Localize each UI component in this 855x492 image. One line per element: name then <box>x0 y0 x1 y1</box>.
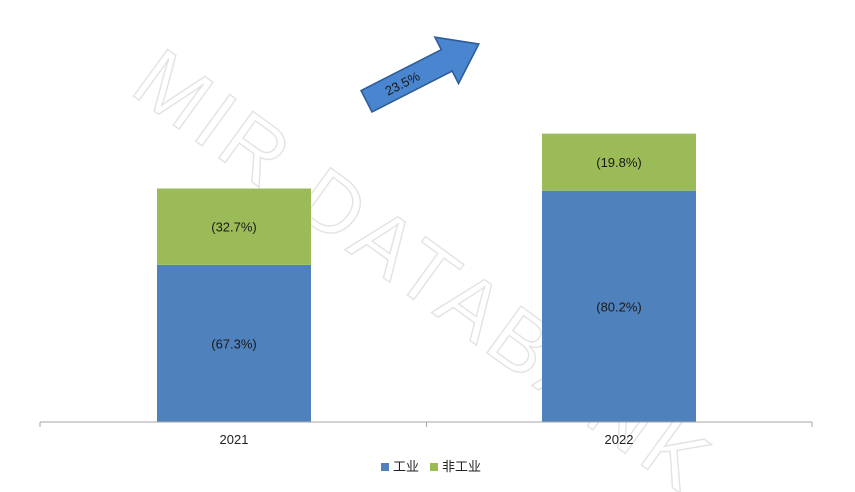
x-tick-label-2022: 2022 <box>605 432 634 447</box>
x-axis-tick-labels: 2021 2022 <box>220 432 634 447</box>
data-label-industrial-2021: (67.3%) <box>211 336 257 351</box>
data-label-non-industrial-2022: (19.8%) <box>596 155 642 170</box>
growth-arrow: 23.5% <box>360 36 481 114</box>
legend-swatch-industrial <box>381 463 389 471</box>
legend-swatch-non-industrial <box>430 463 438 471</box>
legend: 工业 非工业 <box>381 459 481 474</box>
bars-group: (67.3%) (32.7%) (80.2%) (19.8%) <box>157 133 696 422</box>
legend-item-non-industrial: 非工业 <box>430 459 481 474</box>
legend-label-industrial: 工业 <box>393 459 419 474</box>
bar-non-industrial-2022 <box>542 133 696 191</box>
legend-item-industrial: 工业 <box>381 459 419 474</box>
legend-label-non-industrial: 非工业 <box>442 459 481 474</box>
growth-arrow-icon <box>360 36 481 114</box>
data-label-non-industrial-2021: (32.7%) <box>211 220 257 235</box>
data-label-industrial-2022: (80.2%) <box>596 299 642 314</box>
x-tick-label-2021: 2021 <box>220 432 249 447</box>
bar-industrial-2022 <box>542 190 696 422</box>
bar-industrial-2021 <box>157 264 311 422</box>
x-axis-ticks <box>39 422 813 427</box>
bar-non-industrial-2021 <box>157 188 311 265</box>
